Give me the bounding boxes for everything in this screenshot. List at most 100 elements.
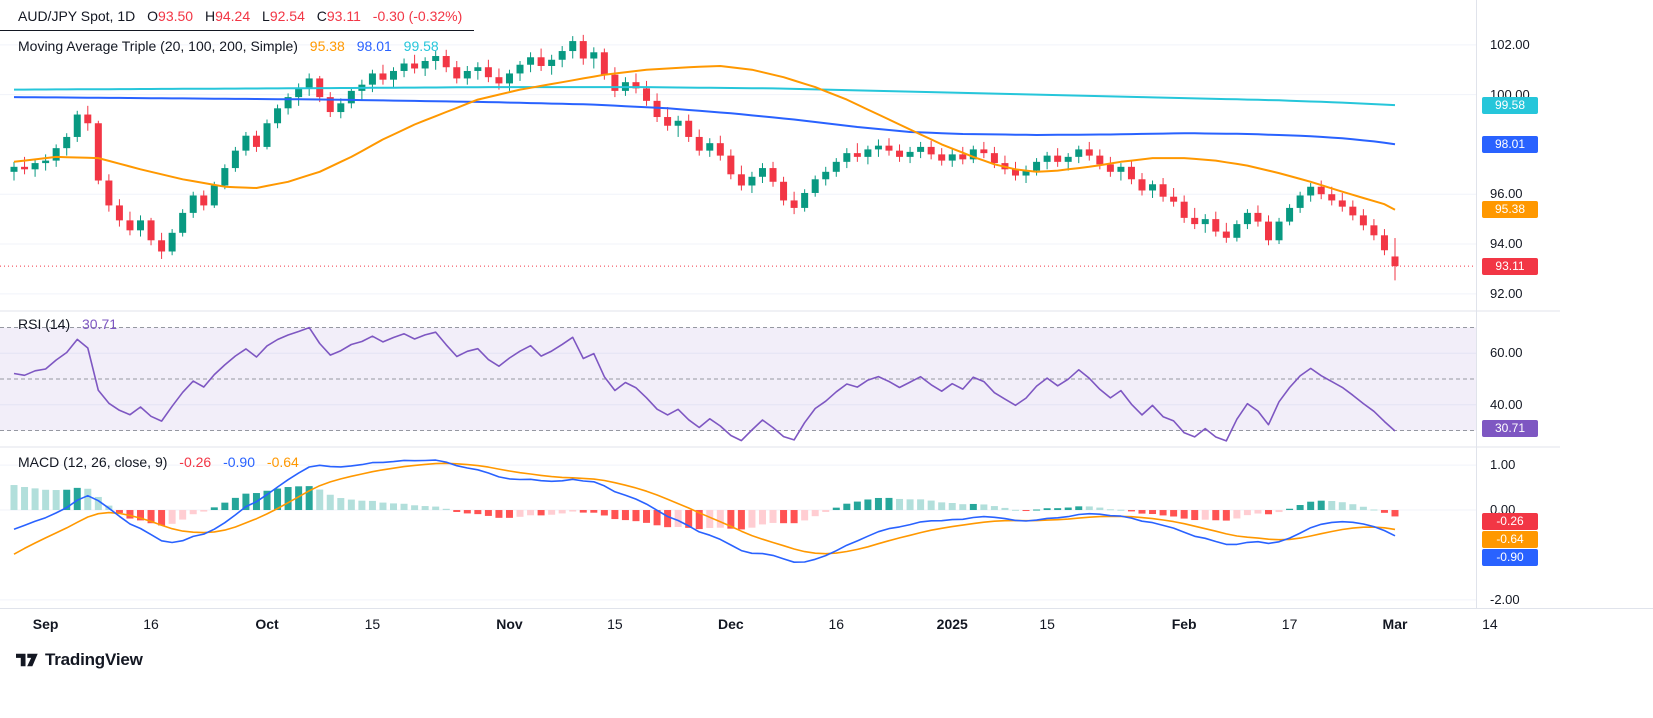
tradingview-logo-text: TradingView bbox=[45, 650, 143, 669]
macd-histogram-bar bbox=[368, 500, 376, 511]
ohlc-close: C93.11 bbox=[316, 8, 361, 24]
macd-histogram-bar bbox=[115, 510, 123, 513]
candle-body bbox=[1138, 179, 1146, 191]
macd-histogram-bar bbox=[147, 510, 155, 524]
macd-histogram-bar bbox=[853, 501, 861, 511]
time-axis-label[interactable]: Feb bbox=[1171, 616, 1197, 632]
macd-histogram-bar bbox=[337, 498, 345, 511]
macd-histogram-bar bbox=[453, 510, 461, 512]
price-axis-label[interactable]: 96.00 bbox=[1490, 186, 1523, 202]
candle-body bbox=[200, 195, 208, 206]
macd-signal-line bbox=[13, 462, 1396, 555]
rsi-pane[interactable] bbox=[0, 326, 1476, 442]
macd-histogram-bar bbox=[632, 510, 640, 522]
time-axis-label[interactable]: Dec bbox=[718, 616, 744, 632]
macd-axis-label[interactable]: 1.00 bbox=[1490, 457, 1516, 473]
ma200-value: 99.58 bbox=[403, 38, 439, 54]
candle-body bbox=[1391, 256, 1399, 267]
macd-histogram-bar bbox=[1064, 507, 1072, 511]
macd-histogram-bar bbox=[801, 510, 809, 521]
macd-histogram-bar bbox=[727, 510, 735, 529]
macd-histogram-bar bbox=[1359, 506, 1367, 511]
candle-body bbox=[305, 78, 313, 89]
candle-body bbox=[1275, 221, 1283, 241]
macd-line bbox=[13, 459, 1396, 564]
macd-histogram-bar bbox=[200, 510, 208, 512]
candle-body bbox=[94, 123, 102, 181]
time-axis-label[interactable]: 16 bbox=[143, 616, 159, 632]
macd-histogram-bar bbox=[1033, 509, 1041, 511]
candle-body bbox=[1117, 166, 1125, 172]
candle-body bbox=[42, 160, 50, 164]
macd-legend[interactable]: MACD (12, 26, close, 9) -0.26 -0.90 -0.6… bbox=[18, 453, 299, 471]
macd-histogram-bar bbox=[179, 510, 187, 520]
candle-body bbox=[84, 114, 92, 124]
macd-histogram-bar bbox=[10, 485, 18, 511]
candle-body bbox=[168, 232, 176, 252]
rsi-legend[interactable]: RSI (14) 30.71 bbox=[18, 315, 117, 333]
macd-histogram-bar bbox=[1001, 507, 1009, 511]
price-axis-label[interactable]: 94.00 bbox=[1490, 236, 1523, 252]
candle-body bbox=[432, 56, 440, 62]
macd-histogram-bar bbox=[84, 488, 92, 511]
time-axis-label[interactable]: Sep bbox=[32, 616, 59, 632]
time-axis-label[interactable]: 14 bbox=[1482, 616, 1498, 632]
candle-body bbox=[63, 136, 71, 149]
time-axis-label[interactable]: 16 bbox=[828, 616, 845, 632]
macd-histogram-bar bbox=[917, 499, 925, 511]
candle-body bbox=[948, 154, 956, 161]
macd-legend-label: MACD (12, 26, close, 9) bbox=[18, 454, 168, 470]
chart-canvas[interactable] bbox=[0, 0, 1560, 608]
price-pane[interactable] bbox=[0, 34, 1476, 281]
macd-histogram-bar bbox=[1264, 510, 1272, 515]
candle-body bbox=[1180, 201, 1188, 218]
candle-body bbox=[31, 163, 39, 170]
candle-body bbox=[927, 146, 935, 155]
macd-histogram-bar bbox=[316, 489, 324, 511]
macd-histogram-bar bbox=[63, 489, 71, 511]
rsi-axis-label[interactable]: 40.00 bbox=[1490, 396, 1523, 412]
price-axis-label[interactable]: 92.00 bbox=[1490, 285, 1523, 301]
macd-histogram-bar bbox=[305, 486, 313, 511]
macd-histogram-bar bbox=[1022, 510, 1030, 512]
rsi-axis-label[interactable]: 60.00 bbox=[1490, 345, 1523, 361]
last-price-badge: 93.11 bbox=[1482, 257, 1538, 275]
time-axis-label[interactable]: Mar bbox=[1382, 616, 1408, 632]
macd-histogram-bar bbox=[505, 510, 513, 518]
macd-histogram-bar bbox=[421, 506, 429, 511]
candle-body bbox=[115, 205, 123, 221]
time-axis-label[interactable]: 15 bbox=[364, 616, 381, 632]
macd-histogram-bar bbox=[274, 488, 282, 511]
candle-body bbox=[843, 153, 851, 162]
time-axis-label[interactable]: 15 bbox=[1039, 616, 1055, 632]
time-axis-label[interactable]: 17 bbox=[1281, 616, 1298, 632]
time-axis[interactable]: Sep 16 Oct 15 Nov 15 Dec 16 2025 15 Feb 17 Mar 14 bbox=[0, 608, 1653, 643]
macd-histogram-badge: -0.26 bbox=[1482, 513, 1538, 531]
time-axis-label[interactable]: Oct bbox=[255, 616, 279, 632]
time-axis-label[interactable]: 2025 bbox=[936, 616, 968, 632]
price-axis[interactable]: 102.00 100.00 96.00 94.00 92.00 60.00 40.00 1.0… bbox=[1476, 0, 1576, 608]
candle-body bbox=[73, 114, 81, 137]
macd-histogram-bar bbox=[210, 507, 218, 511]
candle-body bbox=[337, 103, 345, 113]
macd-pane[interactable] bbox=[10, 459, 1399, 564]
ohlc-low: L92.54 bbox=[262, 8, 305, 24]
candle-body bbox=[495, 77, 503, 84]
symbol-legend[interactable]: AUD/JPY Spot, 1D O93.50 H94.24 L92.54 C9… bbox=[0, 7, 475, 31]
macd-histogram-bar bbox=[1338, 502, 1346, 511]
price-axis-label[interactable]: 102.00 bbox=[1490, 36, 1530, 52]
rsi-value: 30.71 bbox=[82, 316, 118, 332]
time-axis-label[interactable]: Nov bbox=[496, 616, 523, 632]
symbol-title[interactable]: AUD/JPY Spot, 1D bbox=[18, 8, 136, 24]
candle-body bbox=[189, 195, 197, 213]
macd-histogram-bar bbox=[326, 494, 334, 511]
candle-body bbox=[105, 180, 113, 206]
macd-axis-label[interactable]: -2.00 bbox=[1490, 591, 1520, 607]
candle-body bbox=[780, 181, 788, 201]
time-axis-label[interactable]: 15 bbox=[607, 616, 623, 632]
ma-legend[interactable]: Moving Average Triple (20, 100, 200, Sim… bbox=[0, 37, 474, 55]
candle-body bbox=[737, 174, 745, 186]
tradingview-logo[interactable]: TradingView bbox=[16, 650, 143, 670]
macd-histogram-bar bbox=[938, 502, 946, 511]
macd-histogram-bar bbox=[1096, 507, 1104, 511]
